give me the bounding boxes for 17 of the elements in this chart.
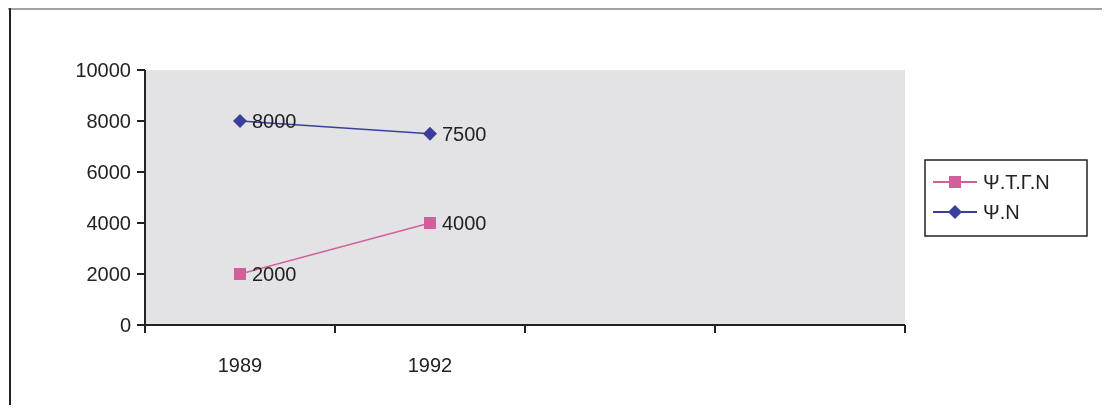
y-tick-label: 4000 (86, 212, 131, 234)
point (424, 217, 436, 229)
point (234, 268, 246, 280)
legend-label: Ψ.Τ.Γ.Ν (983, 171, 1050, 193)
x-tick-label: 1992 (407, 354, 453, 376)
data-label: 4000 (442, 212, 487, 234)
y-tick-label: 2000 (86, 263, 131, 285)
data-label: 2000 (252, 263, 297, 285)
x-tick-label: 1989 (217, 354, 263, 376)
point (233, 114, 247, 128)
y-tick-label: 0 (119, 314, 131, 336)
point (423, 126, 437, 141)
data-label: 7500 (442, 122, 487, 145)
legend-label: Ψ.Ν (983, 201, 1020, 223)
y-tick-label: 10000 (75, 59, 131, 81)
y-tick-label: 6000 (86, 161, 131, 183)
y-tick-label: 8000 (86, 110, 131, 132)
